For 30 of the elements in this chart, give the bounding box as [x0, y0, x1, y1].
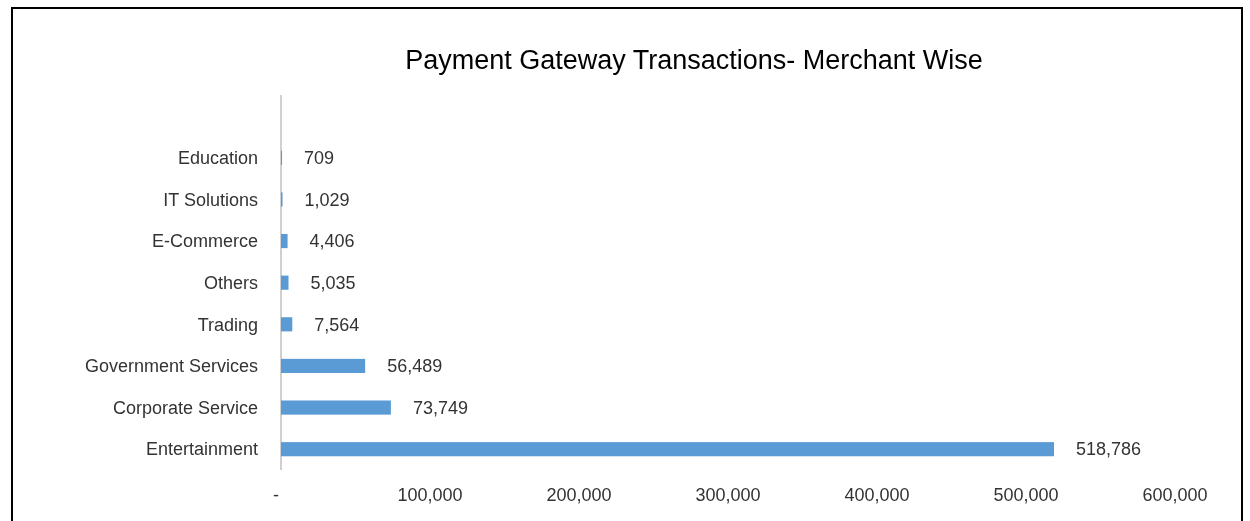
y-tick-label: Entertainment — [145, 439, 258, 460]
y-tick-label: Others — [203, 272, 258, 293]
bar — [281, 275, 289, 290]
bar — [281, 233, 288, 249]
data-label: 56,489 — [387, 356, 443, 377]
x-tick-label: 500,000 — [993, 485, 1059, 505]
bar — [281, 317, 293, 332]
data-label: 5,035 — [310, 272, 356, 293]
data-label: 518,786 — [1075, 439, 1142, 460]
x-tick-label: 300,000 — [695, 485, 761, 505]
data-label: 73,749 — [412, 397, 468, 418]
x-tick-label: 200,000 — [546, 485, 612, 505]
y-tick-label: E-Commerce — [151, 231, 258, 252]
y-tick-label: Trading — [197, 314, 258, 335]
data-label: 709 — [304, 148, 335, 169]
bar — [281, 400, 391, 415]
y-tick-label: IT Solutions — [163, 189, 258, 210]
data-label: 1,029 — [304, 189, 350, 210]
bar — [281, 358, 366, 374]
data-label: 4,406 — [309, 231, 355, 252]
x-tick-label: 100,000 — [397, 485, 463, 505]
y-tick-label: Government Services — [84, 356, 258, 377]
x-tick-label: 400,000 — [844, 485, 910, 505]
bar — [281, 442, 1054, 457]
x-tick-label: - — [273, 485, 279, 505]
y-tick-label: Education — [177, 148, 258, 169]
chart-title: Payment Gateway Transactions- Merchant Wise — [405, 45, 983, 75]
x-tick-label: 600,000 — [1142, 485, 1208, 505]
data-label: 7,564 — [314, 314, 360, 335]
y-tick-label: Corporate Service — [112, 397, 258, 418]
